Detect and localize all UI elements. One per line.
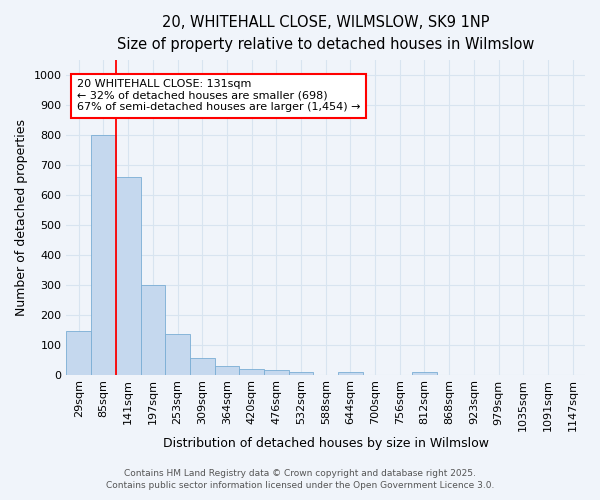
Bar: [67, 331, 91, 374]
Bar: [215, 366, 239, 374]
Bar: [165, 334, 190, 374]
Bar: [239, 369, 264, 374]
Bar: [264, 370, 289, 374]
Y-axis label: Number of detached properties: Number of detached properties: [15, 119, 28, 316]
Text: 20 WHITEHALL CLOSE: 131sqm
← 32% of detached houses are smaller (698)
67% of sem: 20 WHITEHALL CLOSE: 131sqm ← 32% of deta…: [77, 79, 360, 112]
Bar: [289, 372, 313, 374]
Bar: [116, 177, 140, 374]
Bar: [91, 135, 116, 374]
X-axis label: Distribution of detached houses by size in Wilmslow: Distribution of detached houses by size …: [163, 437, 489, 450]
Text: Contains HM Land Registry data © Crown copyright and database right 2025.
Contai: Contains HM Land Registry data © Crown c…: [106, 468, 494, 490]
Bar: [338, 372, 363, 374]
Bar: [140, 285, 165, 374]
Title: 20, WHITEHALL CLOSE, WILMSLOW, SK9 1NP
Size of property relative to detached hou: 20, WHITEHALL CLOSE, WILMSLOW, SK9 1NP S…: [117, 15, 535, 52]
Bar: [190, 358, 215, 374]
Bar: [412, 372, 437, 374]
